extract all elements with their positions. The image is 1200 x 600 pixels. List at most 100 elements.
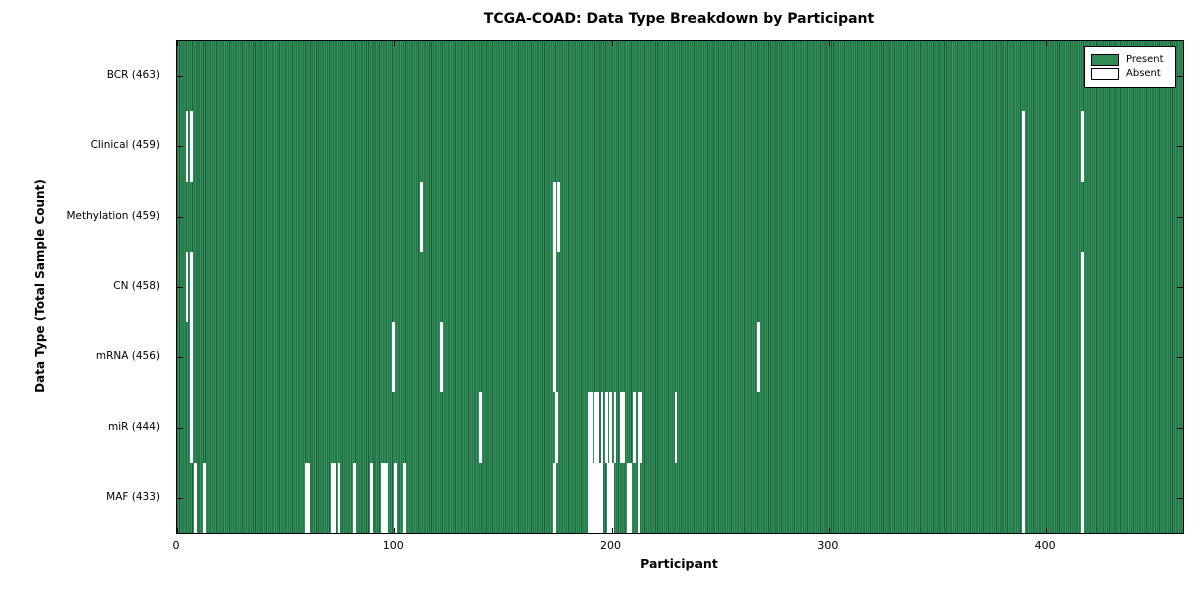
heatmap-row-Clinical [177, 111, 1183, 182]
absent-gap [609, 392, 613, 463]
y-tick-mark [177, 216, 183, 218]
legend-entry-present: Present [1091, 54, 1169, 66]
absent-gap [190, 322, 193, 393]
legend-label-present: Present [1126, 54, 1164, 65]
absent-gap [190, 111, 193, 182]
absent-gap [589, 392, 593, 463]
absent-gap [203, 462, 206, 533]
absent-gap [637, 462, 641, 533]
row-label-Methylation: Methylation (459) [66, 209, 160, 222]
y-tick-mark [1177, 357, 1183, 359]
absent-gap [394, 462, 397, 533]
absent-gap [402, 462, 406, 533]
absent-gap [307, 462, 311, 533]
absent-swatch-icon [1091, 68, 1119, 80]
y-tick-mark [1177, 76, 1183, 78]
row-label-mRNA: mRNA (456) [95, 350, 160, 363]
absent-gap [185, 251, 189, 323]
absent-gap [337, 462, 341, 533]
absent-gap [1080, 251, 1084, 323]
y-tick-mark [177, 76, 183, 78]
absent-gap [607, 462, 610, 533]
y-tick-mark [1177, 427, 1183, 429]
x-tick-mark [1046, 41, 1048, 46]
y-tick-mark [177, 146, 183, 148]
heatmap-row-miR [177, 392, 1183, 463]
absent-gap [587, 392, 591, 463]
row-label-BCR: BCR (463) [106, 69, 160, 82]
absent-gap [587, 462, 591, 533]
legend-entry-absent: Absent [1091, 68, 1169, 80]
absent-gap [596, 462, 600, 533]
absent-gap [600, 392, 604, 463]
x-tick-mark [394, 528, 396, 533]
absent-gap [757, 322, 760, 393]
absent-gap [190, 251, 193, 323]
absent-gap [439, 322, 443, 393]
absent-gap [333, 462, 337, 533]
legend-label-absent: Absent [1126, 68, 1161, 79]
absent-gap [1022, 111, 1025, 182]
row-label-Clinical: Clinical (459) [90, 139, 160, 152]
heatmap-row-BCR [177, 41, 1183, 112]
row-label-miR: miR (444) [107, 420, 160, 433]
row-label-CN: CN (458) [113, 280, 160, 292]
absent-gap [592, 462, 595, 533]
absent-gap [589, 462, 593, 533]
absent-gap [1080, 392, 1084, 463]
absent-gap [1022, 392, 1025, 463]
absent-gap [620, 392, 623, 463]
absent-gap [609, 462, 613, 533]
x-tick-mark [177, 528, 178, 533]
heatmap-row-Methylation [177, 181, 1183, 252]
absent-gap [628, 462, 632, 533]
absent-gap [1022, 322, 1025, 393]
absent-gap [555, 392, 558, 463]
x-tick-mark [394, 41, 396, 46]
absent-gap [1022, 462, 1025, 533]
absent-gap [552, 251, 556, 323]
x-tick-mark [1046, 528, 1048, 533]
absent-gap [674, 392, 678, 463]
x-axis-label: Participant [640, 556, 718, 571]
y-tick-mark [1177, 216, 1183, 218]
heatmap-row-MAF [177, 462, 1183, 533]
x-tick-mark [611, 41, 613, 46]
present-swatch-icon [1091, 54, 1119, 66]
absent-gap [1080, 111, 1084, 182]
absent-gap [1080, 462, 1084, 533]
x-tick-mark [828, 41, 830, 46]
y-tick-mark [177, 287, 183, 288]
y-tick-mark [177, 427, 183, 429]
absent-gap [596, 392, 600, 463]
absent-gap [600, 462, 604, 533]
heatmap-row-CN [177, 251, 1183, 323]
absent-gap [622, 392, 626, 463]
y-tick-mark [1177, 146, 1183, 148]
absent-gap [626, 462, 630, 533]
absent-gap [479, 392, 482, 463]
absent-gap [613, 392, 617, 463]
legend: Present Absent [1084, 46, 1176, 88]
absent-gap [381, 462, 384, 533]
y-tick-mark [177, 497, 183, 499]
absent-gap [637, 392, 641, 463]
y-tick-mark [177, 357, 183, 359]
x-tick-mark [828, 528, 830, 533]
x-tick-mark [177, 41, 178, 46]
absent-gap [383, 462, 387, 533]
absent-gap [1080, 322, 1084, 393]
x-tick-label: 200 [600, 539, 622, 552]
absent-gap [639, 392, 643, 463]
absent-gap [420, 181, 424, 252]
absent-gap [594, 392, 597, 463]
absent-gap [370, 462, 374, 533]
x-tick-label: 300 [817, 539, 839, 552]
absent-gap [331, 462, 334, 533]
x-tick-mark [611, 528, 613, 533]
row-label-MAF: MAF (433) [106, 490, 160, 503]
chart-title: TCGA-COAD: Data Type Breakdown by Partic… [483, 11, 875, 27]
absent-gap [552, 181, 556, 252]
absent-gap [1022, 251, 1025, 323]
